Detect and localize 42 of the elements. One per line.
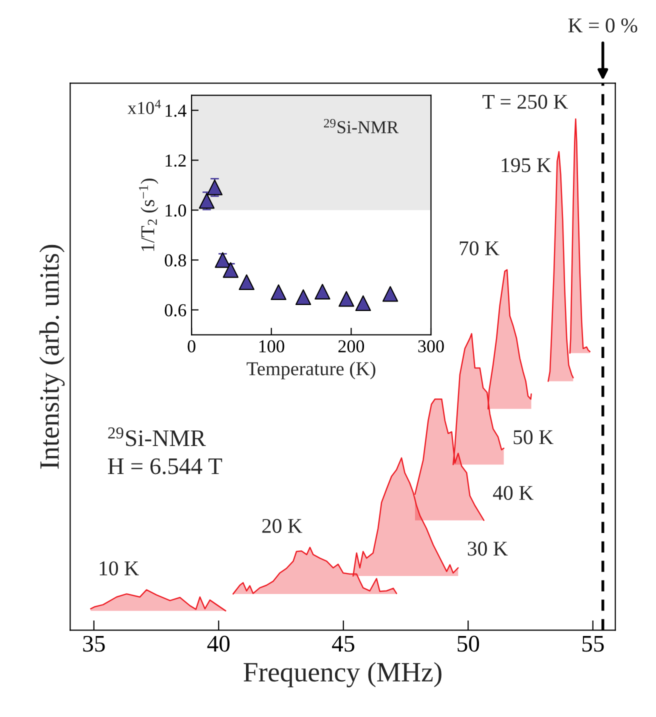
y-axis-title: 1/T$_{2}$ (s$^{−1}$)	[138, 178, 158, 251]
point	[295, 289, 312, 306]
series-label: 70 K	[460, 241, 500, 256]
y-tick-label: 1.0	[166, 204, 186, 217]
y-tick-label: 0.6	[164, 304, 186, 316]
annotation: H = 6.544 T	[108, 458, 222, 474]
x-tick-label: 0	[188, 340, 196, 352]
point	[214, 252, 231, 268]
x-axis-title: Frequency (MHz)	[244, 662, 442, 688]
point	[270, 284, 286, 300]
series-label: 195 K	[502, 158, 552, 172]
x-tick-label: 50	[458, 636, 480, 652]
annotation: $^{29}$Si-NMR	[324, 118, 399, 134]
annotation: $^{29}$Si-NMR	[108, 427, 206, 446]
series-label: T = 250 K	[482, 94, 568, 109]
point	[222, 262, 238, 278]
series-label: 40 K	[492, 486, 534, 500]
y-tick-label: 1.4	[166, 104, 186, 117]
x-tick-label: 200	[338, 340, 364, 352]
series-label: 30 K	[468, 542, 508, 556]
text: x10$^{4}$	[128, 100, 161, 114]
x-axis-title: Temperature (K)	[246, 362, 376, 380]
series-label: 20 K	[262, 518, 302, 533]
point	[338, 291, 354, 307]
x-tick-label: 40	[207, 636, 230, 652]
point	[355, 295, 371, 311]
point	[206, 180, 223, 196]
point	[238, 274, 254, 290]
x-tick-label: 55	[582, 636, 604, 652]
series-label: 10 K	[100, 561, 139, 576]
y-axis-title: Intensity (arb. units)	[39, 244, 65, 469]
x-tick-label: 35	[83, 636, 105, 652]
x-tick-label: 300	[418, 340, 444, 352]
x-tick-label: 100	[259, 340, 284, 352]
point	[314, 284, 330, 300]
y-tick-label: 1.2	[166, 154, 186, 167]
point	[198, 193, 215, 209]
text: K = 0 %	[568, 18, 638, 33]
point	[382, 286, 398, 302]
x-tick-label: 45	[332, 636, 354, 652]
series-label: 50 K	[514, 430, 554, 444]
y-tick-label: 0.8	[164, 254, 186, 267]
